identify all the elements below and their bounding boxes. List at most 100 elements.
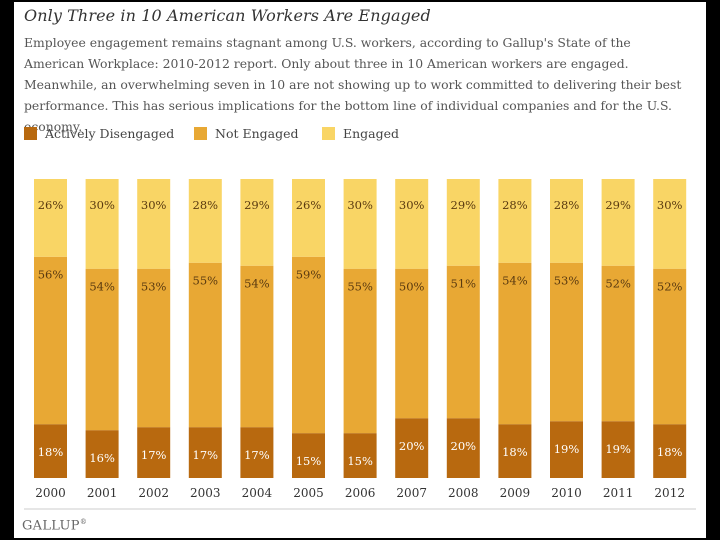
label-not-engaged-2004: 54% — [244, 277, 270, 291]
gallup-logo: GALLUP® — [22, 518, 87, 533]
bar-actively-disengaged-2005 — [292, 433, 325, 478]
label-not-engaged-2012: 52% — [657, 280, 683, 294]
legend-label-actively-disengaged: Actively Disengaged — [45, 126, 175, 141]
x-tick-2012: 2012 — [654, 486, 685, 500]
label-not-engaged-2002: 53% — [141, 280, 167, 294]
bar-not-engaged-2000 — [34, 256, 67, 425]
label-not-engaged-2003: 55% — [193, 274, 219, 288]
legend-swatch-actively-disengaged — [24, 127, 37, 140]
bar-engaged-2009 — [498, 179, 532, 263]
bar-not-engaged-2002 — [137, 268, 171, 428]
label-engaged-2004: 29% — [244, 198, 270, 212]
bar-not-engaged-2004 — [240, 265, 274, 428]
x-tick-2000: 2000 — [35, 486, 66, 500]
legend-item-actively-disengaged: Actively Disengaged — [24, 126, 194, 141]
label-actively-disengaged-2010: 19% — [554, 442, 580, 456]
legend-label-engaged: Engaged — [343, 126, 400, 141]
bar-not-engaged-2006 — [343, 268, 377, 434]
label-not-engaged-2001: 54% — [89, 280, 115, 294]
label-actively-disengaged-2006: 15% — [347, 454, 373, 468]
label-engaged-2003: 28% — [193, 198, 219, 212]
x-tick-2005: 2005 — [293, 486, 324, 500]
bar-engaged-2012 — [653, 179, 687, 269]
registered-mark: ® — [79, 518, 88, 526]
legend-swatch-engaged — [322, 127, 335, 140]
legend-label-not-engaged: Not Engaged — [215, 126, 299, 141]
x-tick-2006: 2006 — [345, 486, 376, 500]
bar-actively-disengaged-2009 — [498, 424, 532, 478]
x-tick-2010: 2010 — [551, 486, 582, 500]
x-tick-2002: 2002 — [138, 486, 169, 500]
label-engaged-2001: 30% — [89, 198, 115, 212]
bar-not-engaged-2011 — [601, 265, 635, 422]
bar-engaged-2005 — [292, 179, 325, 257]
chart-subtitle: Employee engagement remains stagnant amo… — [24, 35, 682, 134]
label-engaged-2008: 29% — [451, 198, 477, 212]
bar-engaged-2002 — [137, 179, 171, 269]
label-not-engaged-2006: 55% — [347, 280, 373, 294]
bar-actively-disengaged-2004 — [240, 427, 274, 478]
legend: Actively Disengaged Not Engaged Engaged — [24, 126, 427, 141]
bar-actively-disengaged-2011 — [601, 421, 635, 478]
label-engaged-2009: 28% — [502, 198, 528, 212]
bar-actively-disengaged-2008 — [446, 418, 480, 478]
label-actively-disengaged-2005: 15% — [296, 454, 322, 468]
x-tick-2004: 2004 — [242, 486, 273, 500]
chart-title: Only Three in 10 American Workers Are En… — [24, 6, 431, 25]
label-not-engaged-2005: 59% — [296, 268, 322, 282]
label-not-engaged-2000: 56% — [38, 268, 64, 282]
bar-not-engaged-2010 — [550, 262, 583, 422]
bar-actively-disengaged-2007 — [395, 418, 429, 478]
bar-actively-disengaged-2003 — [188, 427, 222, 478]
bar-not-engaged-2007 — [395, 268, 429, 419]
x-tick-2001: 2001 — [87, 486, 118, 500]
bar-not-engaged-2009 — [498, 262, 532, 425]
label-engaged-2012: 30% — [657, 198, 683, 212]
bar-not-engaged-2005 — [292, 256, 325, 434]
bar-engaged-2001 — [85, 179, 119, 269]
bar-not-engaged-2008 — [446, 265, 480, 419]
label-actively-disengaged-2007: 20% — [399, 439, 425, 453]
x-tick-2003: 2003 — [190, 486, 221, 500]
bar-actively-disengaged-2001 — [85, 430, 119, 478]
legend-item-not-engaged: Not Engaged — [194, 126, 322, 141]
legend-swatch-not-engaged — [194, 127, 207, 140]
label-not-engaged-2009: 54% — [502, 274, 528, 288]
x-tick-2007: 2007 — [396, 486, 427, 500]
bar-engaged-2008 — [446, 179, 480, 266]
legend-item-engaged: Engaged — [322, 126, 399, 141]
bar-engaged-2000 — [34, 179, 67, 257]
label-actively-disengaged-2008: 20% — [451, 439, 477, 453]
bar-actively-disengaged-2006 — [343, 433, 377, 478]
bar-actively-disengaged-2000 — [34, 424, 67, 478]
x-tick-2011: 2011 — [603, 486, 634, 500]
label-not-engaged-2010: 53% — [554, 274, 580, 288]
bar-not-engaged-2001 — [85, 268, 119, 431]
label-not-engaged-2007: 50% — [399, 280, 425, 294]
label-engaged-2011: 29% — [605, 198, 631, 212]
label-engaged-2006: 30% — [347, 198, 373, 212]
label-engaged-2010: 28% — [554, 198, 580, 212]
label-actively-disengaged-2003: 17% — [193, 448, 219, 462]
label-engaged-2000: 26% — [38, 198, 64, 212]
label-engaged-2007: 30% — [399, 198, 425, 212]
label-actively-disengaged-2002: 17% — [141, 448, 167, 462]
label-actively-disengaged-2004: 17% — [244, 448, 270, 462]
label-actively-disengaged-2000: 18% — [38, 445, 64, 459]
x-tick-2009: 2009 — [500, 486, 531, 500]
label-actively-disengaged-2009: 18% — [502, 445, 528, 459]
bar-not-engaged-2012 — [653, 268, 687, 425]
stacked-bar-chart: 18% 56% 26% 2000 16% 54% 30% 2001 17% 53% 30% 2002 1… — [24, 179, 696, 510]
bar-engaged-2007 — [395, 179, 429, 269]
label-actively-disengaged-2001: 16% — [89, 451, 115, 465]
bar-engaged-2003 — [188, 179, 222, 263]
chart-panel: Only Three in 10 American Workers Are En… — [14, 2, 706, 538]
bar-actively-disengaged-2012 — [653, 424, 687, 478]
label-not-engaged-2011: 52% — [605, 277, 631, 291]
bar-engaged-2006 — [343, 179, 377, 269]
label-actively-disengaged-2011: 19% — [605, 442, 631, 456]
label-engaged-2002: 30% — [141, 198, 167, 212]
bar-actively-disengaged-2002 — [137, 427, 171, 478]
x-tick-2008: 2008 — [448, 486, 479, 500]
label-engaged-2005: 26% — [296, 198, 322, 212]
